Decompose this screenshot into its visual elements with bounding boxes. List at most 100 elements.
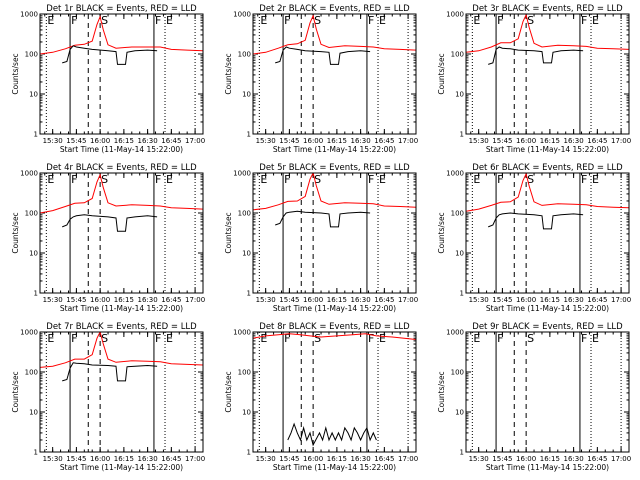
x-tick-label: 16:45 (161, 137, 181, 145)
series-lld-line (253, 333, 416, 340)
x-tick-label: 16:30 (351, 137, 371, 145)
x-tick-label: 17:00 (611, 296, 631, 304)
event-marker-label: E (592, 14, 599, 27)
event-marker-label: F (284, 332, 290, 345)
x-tick-label: 16:30 (564, 296, 584, 304)
x-tick-label: 15:30 (43, 455, 63, 463)
y-tick-label: 100 (25, 210, 38, 218)
panel-title: Det 6r BLACK = Events, RED = LLD (472, 163, 623, 173)
plot-frame (465, 172, 630, 294)
x-tick-label: 15:30 (43, 137, 63, 145)
x-axis-label: Start Time (11-May-14 15:22:00) (273, 463, 396, 472)
event-marker-label: E (260, 14, 267, 27)
y-tick-label: 10 (242, 250, 251, 258)
x-axis-label: Start Time (11-May-14 15:22:00) (273, 145, 396, 154)
x-tick-label: 15:30 (256, 455, 276, 463)
y-tick-label: 100 (451, 51, 464, 59)
event-marker-label: E (260, 173, 267, 186)
x-tick-label: 16:45 (161, 296, 181, 304)
x-tick-label: 15:30 (469, 296, 489, 304)
x-tick-label: 15:45 (66, 137, 86, 145)
y-axis-label: Counts/sec (437, 53, 446, 94)
y-tick-label: 10 (29, 409, 38, 417)
x-tick-label: 16:15 (327, 296, 347, 304)
y-tick-label: 100 (25, 51, 38, 59)
event-marker-label: F (497, 14, 503, 27)
panel-title: Det 1r BLACK = Events, RED = LLD (46, 4, 197, 14)
panel-title: Det 9r BLACK = Events, RED = LLD (472, 322, 623, 332)
plot-frame (252, 13, 417, 135)
x-tick-label: 17:00 (611, 137, 631, 145)
series-lld-line (466, 173, 629, 212)
x-tick-label: 15:30 (256, 296, 276, 304)
event-marker-label: F (368, 173, 374, 186)
plot-frame (252, 172, 417, 294)
event-marker-label: E (473, 173, 480, 186)
event-marker-label: E (166, 14, 173, 27)
event-marker-label: F (497, 173, 503, 186)
y-tick-label: 1 (460, 131, 464, 139)
y-axis-label: Counts/sec (11, 212, 20, 253)
x-tick-label: 16:45 (161, 455, 181, 463)
event-marker-label: F (284, 173, 290, 186)
plot-frame (39, 172, 204, 294)
event-marker-label: S (101, 173, 108, 186)
event-marker-label: F (581, 14, 587, 27)
event-marker-label: F (71, 332, 77, 345)
y-tick-label: 100 (238, 369, 251, 377)
x-tick-label: 17:00 (185, 455, 205, 463)
event-marker-label: E (379, 173, 386, 186)
y-tick-label: 10 (242, 91, 251, 99)
x-tick-label: 16:00 (516, 455, 536, 463)
x-tick-label: 16:00 (303, 137, 323, 145)
series-events-line (62, 45, 158, 65)
x-tick-label: 15:30 (43, 296, 63, 304)
x-tick-label: 15:30 (469, 137, 489, 145)
x-tick-label: 17:00 (398, 296, 418, 304)
event-marker-label: E (473, 332, 480, 345)
series-lld-line (253, 173, 416, 211)
x-tick-label: 16:45 (374, 296, 394, 304)
event-marker-label: F (368, 14, 374, 27)
x-tick-label: 16:15 (114, 455, 134, 463)
event-marker-label: S (527, 14, 534, 27)
x-tick-label: 16:30 (138, 455, 158, 463)
event-marker-label: F (155, 332, 161, 345)
y-tick-label: 1000 (20, 170, 38, 178)
x-tick-label: 15:45 (492, 455, 512, 463)
x-axis-label: Start Time (11-May-14 15:22:00) (60, 463, 183, 472)
x-tick-label: 16:00 (516, 137, 536, 145)
event-marker-label: S (527, 173, 534, 186)
panel-title: Det 2r BLACK = Events, RED = LLD (259, 4, 410, 14)
series-events-line (287, 422, 377, 447)
x-tick-label: 16:15 (540, 137, 560, 145)
event-marker-label: S (314, 173, 321, 186)
series-events-line (275, 46, 371, 65)
panel-title: Det 8r BLACK = Events, RED = LLD (259, 322, 410, 332)
y-tick-label: 100 (238, 51, 251, 59)
x-tick-label: 16:00 (90, 137, 110, 145)
panel-title: Det 4r BLACK = Events, RED = LLD (46, 163, 197, 173)
x-tick-label: 16:45 (587, 455, 607, 463)
x-tick-label: 16:15 (540, 455, 560, 463)
y-tick-label: 1000 (233, 170, 251, 178)
event-marker-label: E (379, 332, 386, 345)
event-marker-label: E (47, 332, 54, 345)
event-marker-label: S (101, 332, 108, 345)
event-marker-label: E (379, 14, 386, 27)
x-tick-label: 16:30 (564, 137, 584, 145)
x-tick-label: 15:45 (279, 296, 299, 304)
x-tick-label: 15:45 (279, 455, 299, 463)
series-events-line (275, 210, 371, 228)
x-axis-label: Start Time (11-May-14 15:22:00) (486, 145, 609, 154)
series-events-line (488, 46, 584, 65)
x-tick-label: 15:30 (469, 455, 489, 463)
panel-title: Det 5r BLACK = Events, RED = LLD (259, 163, 410, 173)
series-events-line (488, 212, 584, 230)
x-tick-label: 16:15 (327, 137, 347, 145)
event-marker-label: E (592, 173, 599, 186)
event-marker-label: F (368, 332, 374, 345)
series-lld-line (253, 14, 416, 55)
